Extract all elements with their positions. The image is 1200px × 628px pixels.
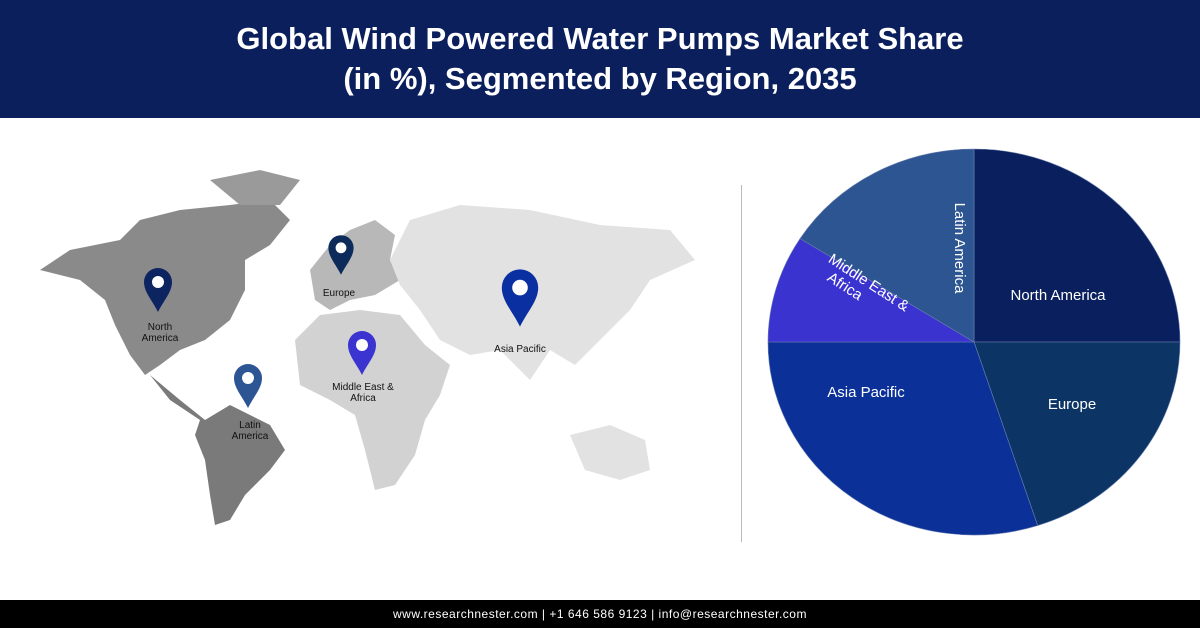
world-map <box>40 170 695 525</box>
pie-label: Europe <box>1048 396 1096 413</box>
map-pin-asia-pacific <box>501 269 539 327</box>
map-pin-label: Europe <box>322 288 356 299</box>
map-pin-latin-america <box>234 364 262 408</box>
footer-contact: www.researchnester.com | +1 646 586 9123… <box>0 600 1200 628</box>
europe-landmass <box>310 220 400 310</box>
latin-america-landmass <box>150 375 285 525</box>
map-pin-europe <box>328 235 354 275</box>
pie-slice-europe <box>973 341 1181 526</box>
title-line-2: (in %), Segmented by Region, 2035 <box>343 61 857 96</box>
pie-slice-north-america <box>973 148 1181 343</box>
pie-label: North America <box>1010 287 1106 304</box>
map-pin-label: Asia Pacific <box>494 344 546 355</box>
map-pin-label: Middle East & Africa <box>332 382 394 404</box>
asia-pacific-landmass <box>390 205 695 480</box>
pie-label: Asia Pacific <box>827 384 905 401</box>
pie-slice-latin-america <box>799 148 975 343</box>
pie-slice-middle-east-africa <box>767 238 976 343</box>
map-pin-label: Latin America <box>231 420 269 442</box>
pie-label: Latin America <box>951 203 968 295</box>
title-line-1: Global Wind Powered Water Pumps Market S… <box>236 21 964 56</box>
chart-title: Global Wind Powered Water Pumps Market S… <box>0 0 1200 118</box>
map-pin-label: North America <box>141 322 179 344</box>
africa-landmass <box>295 310 450 490</box>
map-pin-north-america <box>144 268 172 312</box>
divider <box>741 185 742 542</box>
map-pin-middle-east-africa <box>348 331 376 375</box>
pie-slice-asia-pacific <box>767 341 1039 536</box>
